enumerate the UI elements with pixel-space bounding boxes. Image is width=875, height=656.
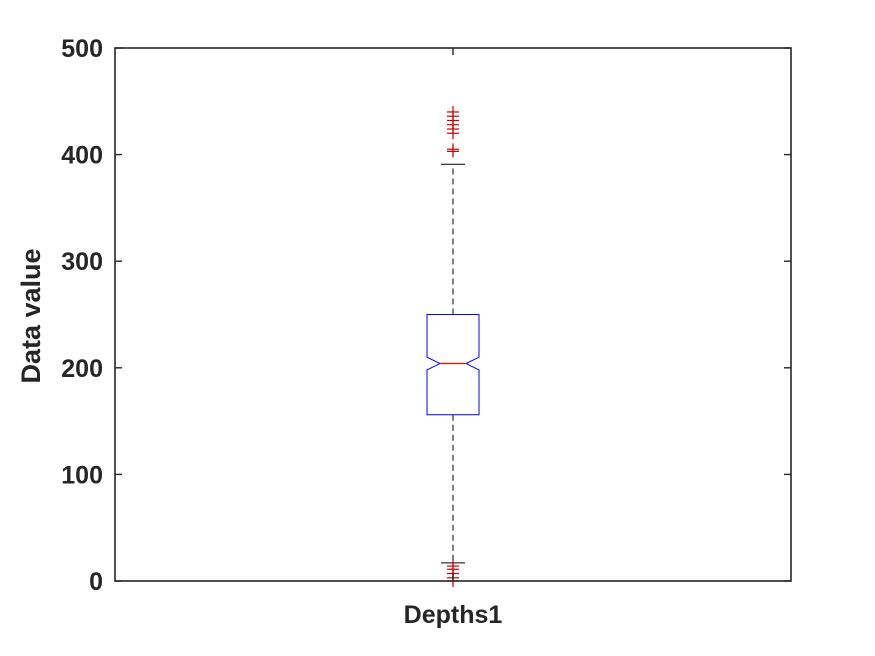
y-tick-label: 0 — [89, 568, 103, 596]
y-tick-label: 100 — [61, 461, 103, 489]
y-tick-label: 300 — [61, 248, 103, 276]
outlier-point — [447, 560, 459, 573]
y-tick-label: 400 — [61, 142, 103, 170]
y-tick-label: 200 — [61, 355, 103, 383]
y-tick-label: 500 — [61, 35, 103, 63]
outlier-point — [447, 105, 459, 118]
outlier-point — [447, 143, 459, 156]
x-tick-label: Depths1 — [404, 601, 503, 629]
axis-ticks: 0 100 200 300 400 500 Depths1 — [61, 35, 791, 629]
notched-box — [426, 314, 480, 416]
y-axis-label: Data value — [16, 248, 46, 383]
